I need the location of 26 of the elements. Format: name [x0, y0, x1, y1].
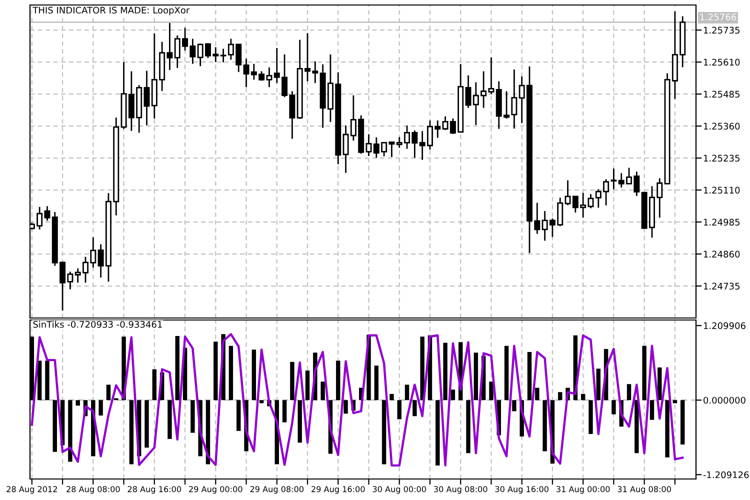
x-tick-label: 30 Aug 08:00 [434, 486, 488, 494]
y-tick-label: 1.24735 [704, 282, 740, 290]
x-tick-label: 28 Aug 2012 [6, 486, 57, 494]
x-tick-label: 29 Aug 00:00 [189, 486, 242, 494]
y-tick-label: 1.24860 [704, 250, 740, 258]
y-tick-label: -1.209126 [703, 471, 749, 478]
y-tick-label: 1.24985 [704, 218, 740, 226]
x-tick-label: 30 Aug 16:00 [495, 486, 548, 494]
y-tick-label: 1.25610 [704, 58, 740, 66]
y-tick-label: 1.25110 [704, 186, 740, 194]
y-tick-label: 0.000000 [704, 396, 746, 404]
x-tick-label: 31 Aug 00:00 [556, 486, 610, 494]
x-tick-label: 28 Aug 08:00 [66, 486, 120, 494]
chart-title: SinTiks -0.720933 -0.933461 [33, 320, 162, 328]
x-tick-label: 30 Aug 00:00 [372, 486, 426, 494]
x-tick-label: 28 Aug 16:00 [128, 486, 182, 494]
chart-title: THIS INDICATOR IS MADE: LoopXor [32, 6, 190, 16]
ref-line-label: 1.25766 [700, 14, 736, 20]
y-tick-label: 1.25485 [704, 90, 740, 98]
y-tick-label: 1.209906 [704, 322, 746, 330]
y-tick-label: 1.25735 [704, 26, 740, 34]
x-tick-label: 29 Aug 16:00 [312, 486, 365, 494]
x-tick-label: 29 Aug 08:00 [250, 486, 304, 494]
y-tick-label: 1.25360 [704, 122, 740, 130]
y-tick-label: 1.25235 [704, 154, 740, 162]
x-tick-label: 31 Aug 08:00 [618, 486, 671, 494]
